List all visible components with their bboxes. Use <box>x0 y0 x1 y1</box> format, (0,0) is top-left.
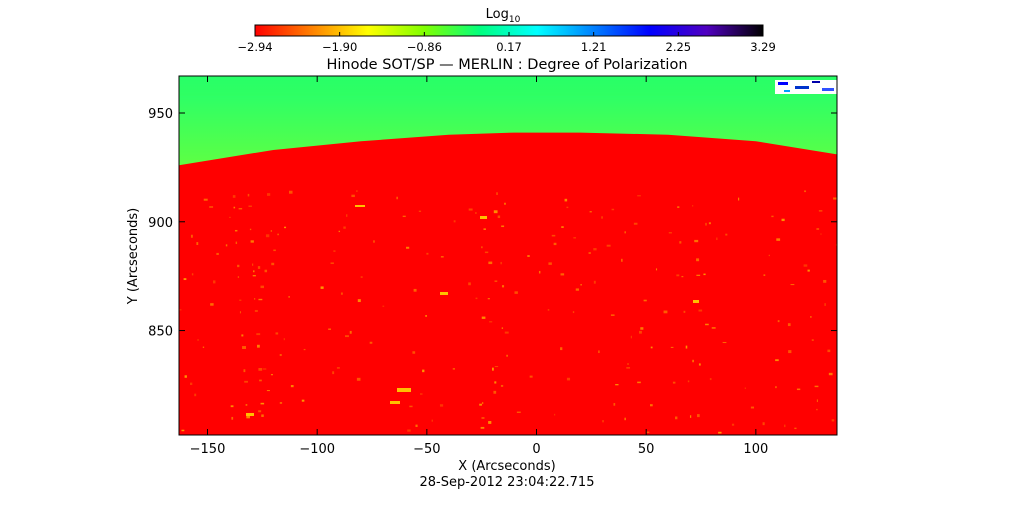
y-axis-label: Y (Arcseconds) <box>126 208 141 305</box>
colorbar-label-subscript: 10 <box>509 15 521 25</box>
x-tick-label: 50 <box>638 442 655 457</box>
heatmap-image <box>179 76 837 435</box>
corona-upper-band <box>179 76 837 96</box>
colorbar-tick-label: −2.94 <box>237 40 272 54</box>
colorbar-tick-label: −1.90 <box>322 40 357 54</box>
x-tick-label: −100 <box>299 442 335 457</box>
plot-frame <box>178 75 838 436</box>
solar-disk-region <box>179 132 837 435</box>
colorbar: Log10 −2.94 −1.90 −0.86 0.17 1.21 2.25 3.29 <box>237 7 775 54</box>
x-tick-label: −150 <box>190 442 226 457</box>
x-axis-label: X (Arcseconds) <box>458 459 555 474</box>
x-ticks: −150 −100 −50 0 50 100 <box>190 76 768 457</box>
y-tick-label: 950 <box>148 107 173 122</box>
colorbar-tick-label: −0.86 <box>407 40 442 54</box>
colorbar-label: Log10 <box>486 7 521 25</box>
y-ticks: 850 900 950 <box>148 107 837 340</box>
y-tick-label: 850 <box>148 325 173 340</box>
x-tick-label: −50 <box>413 442 440 457</box>
colorbar-tick-label: 3.29 <box>750 40 776 54</box>
colorbar-tick-label: 1.21 <box>581 40 607 54</box>
noise-patch <box>775 80 837 94</box>
colorbar-ticks: −2.94 −1.90 −0.86 0.17 1.21 2.25 3.29 <box>237 32 776 54</box>
colorbar-tick-label: 0.17 <box>496 40 522 54</box>
colorbar-tick-label: 2.25 <box>666 40 692 54</box>
plage-speckles <box>179 190 837 434</box>
chart-title: Hinode SOT/SP — MERLIN : Degree of Polar… <box>326 57 687 73</box>
axes: −150 −100 −50 0 50 100 850 900 950 X (Arcsecond… <box>126 75 838 474</box>
y-tick-label: 900 <box>148 216 173 231</box>
x-tick-label: 0 <box>532 442 540 457</box>
x-tick-label: 100 <box>743 442 768 457</box>
timestamp: 28-Sep-2012 23:04:22.715 <box>420 475 595 490</box>
